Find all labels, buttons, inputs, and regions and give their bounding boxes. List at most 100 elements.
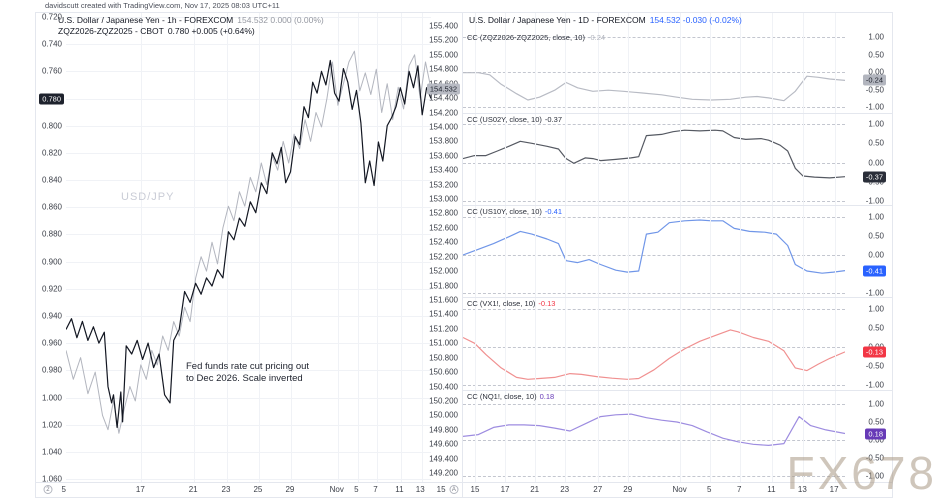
left-chart: 0.720 0.740 0.760 0.780 0.800 0.820 0.840 0.860… [35, 12, 463, 498]
axis-tick: 152.800 [429, 208, 458, 218]
gridline-h [66, 44, 431, 46]
usdjpy-price-scale[interactable]: 155.400155.200155.000154.800154.600154.4… [426, 13, 462, 483]
gridline-v [401, 13, 403, 483]
axis-tick: 155.400 [429, 21, 458, 31]
axis-tick: 0.800 [41, 121, 62, 131]
cc-last-value-badge: 0.18 [865, 428, 886, 440]
axis-tick: -0.50 [865, 453, 884, 463]
axis-tick: 149.400 [429, 454, 458, 464]
indicator-name: CC (NQ1!, close, 10) [467, 392, 537, 401]
zero-line [463, 162, 845, 164]
axis-tick: 152.200 [429, 252, 458, 262]
time-tick: 7 [373, 485, 378, 494]
cc-panel-us02y[interactable]: CC (US02Y, close, 10) -0.37 [463, 113, 845, 205]
series-lines [463, 329, 845, 380]
axis-tick: 1.00 [868, 399, 884, 409]
gridline-h [66, 180, 431, 182]
time-tick: 29 [623, 485, 633, 494]
gridline-v [628, 13, 630, 483]
correlation-scale[interactable]: 1.00 0.50 0.00 -0.50 -1.00 -0.24 1.00 0.50 0.00 -… [844, 13, 892, 483]
legend-row-usdjpy[interactable]: U.S. Dollar / Japanese Yen - 1h - FOREXC… [58, 15, 324, 26]
fx678-watermark: FX678 [786, 447, 937, 499]
zero-line [463, 404, 845, 405]
left-time-axis[interactable]: 5 17 21 23 25 29 Nov 5 7 11 13 15 2 A [36, 482, 462, 497]
cc-panel-vx1[interactable]: CC (VX1!, close, 10) -0.13 [463, 297, 845, 390]
gridline-h [66, 397, 431, 399]
gridline-h [66, 288, 431, 290]
time-tick: Nov [672, 485, 687, 494]
zero-line [463, 107, 845, 108]
gridline-v [291, 13, 293, 483]
zero-line [463, 347, 845, 348]
indicator-label[interactable]: CC (US10Y, close, 10) -0.41 [467, 207, 562, 216]
right-time-axis[interactable]: 15 17 21 23 27 29 Nov 5 7 11 13 17 [463, 482, 892, 497]
left-plot-area[interactable]: USD/JPY Fed funds rate cut pricing out t… [66, 13, 431, 483]
axis-tick: 0.00 [868, 158, 884, 167]
axis-tick: 153.400 [429, 165, 458, 175]
zero-line [463, 385, 845, 386]
gridline-v [357, 13, 359, 483]
axis-tick: 0.740 [41, 39, 62, 49]
gridline-v [772, 13, 774, 483]
axis-marker-icon: 2 [43, 485, 53, 494]
gridline-v [739, 13, 741, 483]
right-plot-area[interactable]: U.S. Dollar / Japanese Yen - 1D - FOREXC… [463, 13, 845, 483]
axis-tick: 0.960 [41, 338, 62, 348]
gridline-v [140, 13, 142, 483]
indicator-label[interactable]: CC (VX1!, close, 10) -0.13 [467, 299, 555, 308]
axis-tick: -0.50 [865, 361, 884, 371]
axis-tick: 153.200 [429, 180, 458, 190]
axis-tick: 152.600 [429, 223, 458, 233]
legend-quote: 154.532 0.000 (0.00%) [237, 15, 324, 25]
axis-tick: 149.200 [429, 468, 458, 478]
indicator-value: -0.41 [544, 207, 563, 216]
zero-line [463, 217, 845, 218]
axis-tick: -0.50 [865, 85, 884, 94]
gridline-v [475, 13, 477, 483]
gridline-v [226, 13, 228, 483]
gridline-v [709, 13, 711, 483]
axis-tick: -1.00 [865, 471, 884, 481]
indicator-label[interactable]: CC (NQ1!, close, 10) 0.18 [467, 392, 554, 401]
left-legend: U.S. Dollar / Japanese Yen - 1h - FOREXC… [58, 15, 324, 37]
symbol-watermark: USD/JPY [121, 191, 175, 203]
indicator-label[interactable]: CC (US02Y, close, 10) -0.37 [467, 115, 562, 124]
zero-line [463, 201, 845, 202]
series-lines [463, 219, 845, 274]
right-legend-row[interactable]: U.S. Dollar / Japanese Yen - 1D - FOREXC… [469, 15, 742, 25]
time-tick: 15 [436, 485, 446, 494]
cc-panel-zq-spread[interactable]: CC (ZQZ2026-ZQZ2025, close, 10) -0.24 [463, 13, 845, 113]
axis-tick: 0.00 [868, 435, 884, 445]
axis-tick: 154.400 [429, 93, 458, 103]
series-lines [463, 129, 845, 179]
series-lines [66, 50, 431, 434]
axis-marker-icon: A [449, 485, 459, 494]
annotation-line: Fed funds rate cut pricing out [186, 361, 310, 372]
cc-last-value-badge: -0.13 [862, 346, 886, 358]
axis-tick: 155.200 [429, 35, 458, 45]
indicator-value: -0.24 [587, 33, 606, 42]
indicator-name: CC (ZQZ2026-ZQZ2025, close, 10) [467, 33, 585, 42]
series-lines [463, 413, 845, 447]
gridline-h [66, 479, 431, 481]
cc-panel-us10y[interactable]: CC (US10Y, close, 10) -0.41 [463, 205, 845, 297]
spread-last-value-badge: 0.780 [39, 93, 64, 105]
axis-tick: 152.000 [429, 266, 458, 276]
gridline-v [193, 13, 195, 483]
legend-row-zq-spread[interactable]: ZQZ2026-ZQZ2025 - CBOT 0.780 +0.005 (+0.6… [58, 26, 324, 37]
axis-tick: 151.400 [429, 309, 458, 319]
axis-tick: 0.00 [868, 250, 884, 260]
cc-panel-nq1[interactable]: CC (NQ1!, close, 10) 0.18 [463, 390, 845, 483]
annotation-line: to Dec 2026. Scale inverted [186, 373, 303, 384]
gridline-v [258, 13, 260, 483]
time-tick: Nov [329, 485, 344, 494]
time-tick: 23 [560, 485, 570, 494]
zero-line [463, 476, 845, 477]
cc-last-value-badge: -0.24 [862, 74, 886, 86]
indicator-value: 0.18 [539, 392, 555, 401]
axis-tick: 154.200 [429, 108, 458, 118]
axis-tick: 1.040 [41, 447, 62, 457]
indicator-label[interactable]: CC (ZQZ2026-ZQZ2025, close, 10) -0.24 [467, 33, 605, 42]
spread-price-scale[interactable]: 0.720 0.740 0.760 0.780 0.800 0.820 0.840 0.860… [36, 13, 66, 484]
